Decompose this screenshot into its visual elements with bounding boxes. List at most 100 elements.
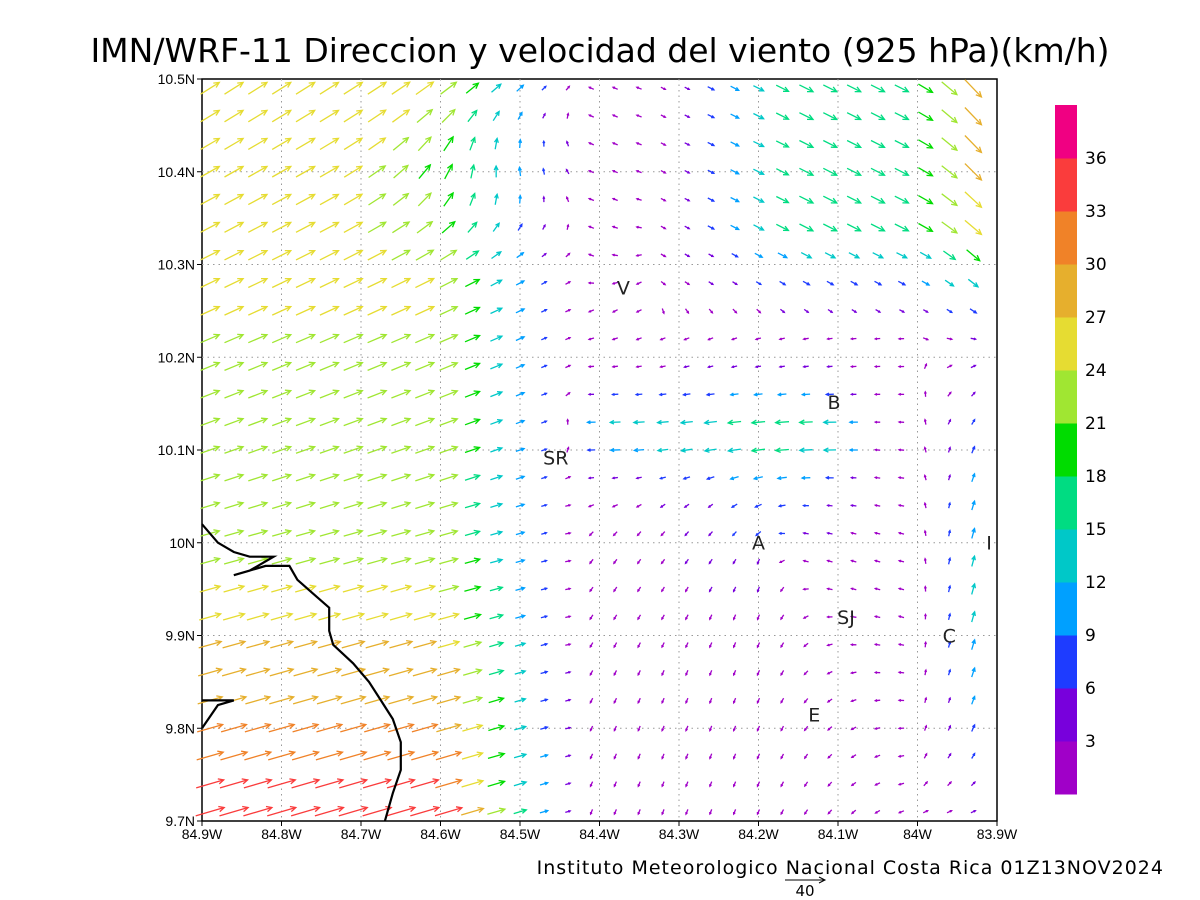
wind-vector <box>319 473 340 482</box>
wind-vector <box>924 668 928 676</box>
wind-vector <box>780 753 785 760</box>
wind-vector <box>635 281 642 285</box>
wind-vector <box>440 249 458 261</box>
wind-vector <box>517 165 522 177</box>
wind-vector <box>319 277 340 289</box>
wind-vector-head <box>568 810 572 813</box>
wind-vector <box>660 531 666 537</box>
wind-vector-shaft <box>391 362 411 372</box>
wind-vector-head <box>568 309 572 312</box>
wind-vector-shaft <box>367 530 387 537</box>
wind-vector <box>846 167 863 176</box>
wind-vector-shaft <box>295 221 316 233</box>
wind-vector-shaft <box>441 109 456 123</box>
wind-vector-head <box>636 561 640 565</box>
wind-vector-head <box>803 728 807 732</box>
wind-vector <box>343 529 364 537</box>
wind-vector <box>637 781 641 788</box>
wind-vector-head <box>427 361 436 368</box>
wind-vector-shaft <box>366 613 388 621</box>
wind-vector-shaft <box>964 163 982 181</box>
wind-vector-shaft <box>200 474 220 482</box>
wind-vector <box>800 392 811 397</box>
wind-vector <box>947 391 952 397</box>
wind-vector-head <box>213 389 221 396</box>
wind-vector <box>200 109 221 123</box>
wind-vector-shaft <box>415 81 434 96</box>
wind-vector <box>418 163 432 180</box>
wind-vector <box>635 114 642 118</box>
wind-vector-head <box>780 672 784 677</box>
wind-vector <box>315 778 345 789</box>
wind-vector <box>726 419 742 426</box>
wind-vector-head <box>975 91 983 98</box>
wind-vector-head <box>312 750 321 757</box>
wind-vector-head <box>379 249 388 256</box>
wind-vector <box>411 722 439 733</box>
wind-vector <box>342 584 365 593</box>
wind-vector-shaft <box>465 250 479 260</box>
wind-vector-head <box>874 810 878 814</box>
wind-vector-head <box>850 559 854 563</box>
wind-vector <box>802 559 809 563</box>
wind-vector-head <box>544 642 549 647</box>
wind-vector-shaft <box>487 753 505 760</box>
wind-vector-shaft <box>894 223 909 232</box>
wind-vector-head <box>830 225 839 232</box>
wind-vector <box>367 221 388 234</box>
wind-vector <box>248 277 269 289</box>
wind-vector <box>752 476 763 481</box>
wind-vector <box>683 365 690 369</box>
wind-vector-head <box>782 310 786 314</box>
wind-vector <box>272 501 293 510</box>
wind-vector <box>947 640 952 648</box>
wind-vector-head <box>782 170 790 176</box>
wind-vector <box>780 725 785 732</box>
wind-vector-head <box>824 475 830 480</box>
wind-vector-shaft <box>464 502 480 509</box>
wind-vector-head <box>543 112 546 116</box>
wind-vector-head <box>448 220 456 228</box>
wind-vector-head <box>586 448 591 452</box>
wind-vector-head <box>950 199 959 207</box>
wind-vector <box>343 445 364 454</box>
wind-vector <box>439 557 460 565</box>
wind-vector-shaft <box>271 137 292 150</box>
wind-vector <box>247 81 269 95</box>
wind-vector-head <box>544 448 548 452</box>
wind-vector <box>613 558 618 565</box>
wind-vector <box>343 501 364 510</box>
wind-vector <box>802 337 809 341</box>
wind-vector-head <box>635 365 639 369</box>
wind-vector-head <box>923 446 927 450</box>
wind-vector-head <box>637 811 641 816</box>
wind-vector-head <box>498 779 507 786</box>
wind-vector-head <box>902 86 910 93</box>
wind-vector-head <box>360 778 369 785</box>
wind-vector-head <box>311 667 319 674</box>
wind-vector <box>848 448 858 452</box>
wind-vector-head <box>308 501 317 508</box>
wind-vector-shaft <box>494 138 498 150</box>
wind-vector-head <box>425 136 432 144</box>
colorbar-label: 27 <box>1085 308 1107 328</box>
wind-vector-head <box>711 115 716 119</box>
wind-vector-head <box>925 310 929 313</box>
wind-vector-shaft <box>343 557 363 565</box>
wind-vector-shaft <box>418 164 431 180</box>
wind-vector <box>367 249 388 261</box>
wind-vector-shaft <box>823 167 838 176</box>
wind-vector <box>971 527 976 539</box>
wind-vector <box>271 584 294 593</box>
wind-vector-shaft <box>918 167 933 177</box>
wind-vector <box>391 417 412 427</box>
wind-vector <box>586 448 596 452</box>
wind-vector-head <box>332 305 340 312</box>
wind-vector-head <box>498 807 507 814</box>
wind-vector-head <box>735 87 741 91</box>
wind-vector-head <box>685 784 688 788</box>
wind-vector <box>802 587 809 591</box>
wind-vector-head <box>732 756 736 760</box>
wind-vector-head <box>520 363 526 368</box>
wind-vector <box>897 504 905 507</box>
